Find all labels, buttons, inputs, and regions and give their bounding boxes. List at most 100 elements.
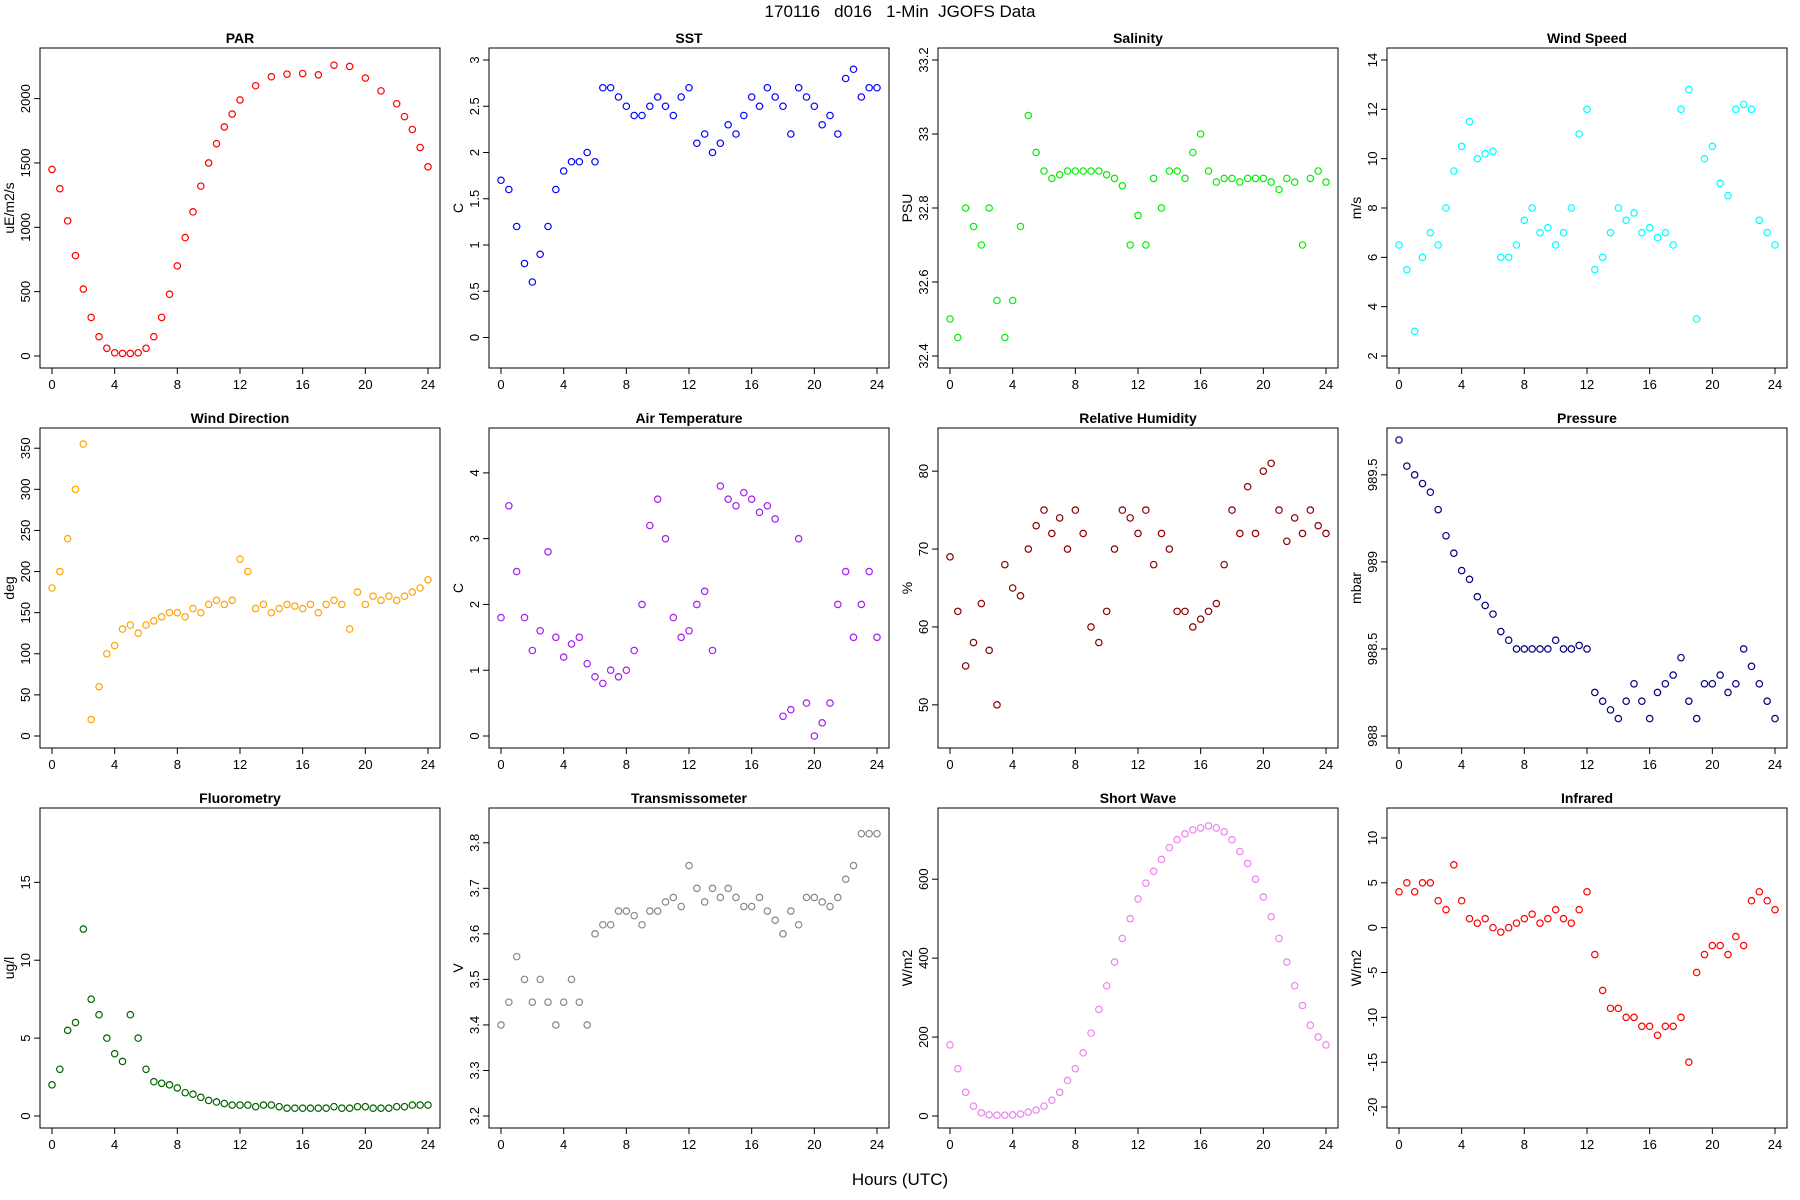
data-point — [1283, 958, 1291, 966]
data-point — [244, 1101, 252, 1109]
data-point — [1457, 142, 1466, 151]
x-axis-title: Hours (UTC) — [851, 1170, 949, 1189]
y-tick-label: 250 — [18, 520, 33, 542]
data-point — [1410, 887, 1419, 896]
data-point — [1181, 830, 1189, 838]
data-point — [1638, 1022, 1646, 1031]
data-point — [377, 1104, 385, 1113]
data-point — [677, 93, 685, 101]
data-point — [204, 159, 213, 167]
data-point — [1087, 623, 1095, 631]
data-point — [1591, 950, 1599, 959]
y-tick-label: 32.4 — [916, 343, 931, 368]
data-point — [251, 604, 260, 613]
panel-frame — [937, 47, 1339, 369]
data-point — [267, 72, 276, 81]
data-point — [220, 600, 229, 609]
data-point — [1677, 653, 1685, 662]
data-point — [1708, 679, 1717, 688]
data-point — [1724, 688, 1732, 697]
x-tick-label: 0 — [1395, 757, 1402, 772]
data-point — [87, 995, 95, 1003]
data-point — [1102, 981, 1111, 990]
y-axis-label: m/s — [1348, 197, 1364, 220]
data-point — [1747, 662, 1756, 671]
data-point — [794, 83, 803, 92]
data-point — [1189, 826, 1197, 834]
data-point — [79, 925, 88, 933]
y-axis-label: uE/m2/s — [1, 182, 17, 233]
data-point — [969, 638, 978, 647]
data-point — [708, 884, 717, 893]
data-point — [1692, 714, 1701, 723]
data-point — [126, 349, 135, 358]
panel-title: Wind Speed — [1547, 30, 1627, 46]
data-point — [544, 998, 552, 1006]
data-point — [1306, 1021, 1315, 1030]
data-point — [424, 575, 432, 584]
data-point — [314, 1104, 323, 1113]
data-point — [552, 633, 560, 642]
x-tick-label: 16 — [1193, 377, 1207, 392]
data-point — [1290, 178, 1299, 186]
data-point — [1024, 1108, 1033, 1116]
data-point — [849, 861, 858, 870]
y-tick-label: 5 — [1365, 879, 1380, 886]
data-point — [653, 93, 662, 101]
data-point — [865, 83, 873, 92]
data-point — [71, 251, 80, 260]
data-point — [1473, 154, 1482, 163]
data-point — [1497, 253, 1505, 262]
data-point — [497, 613, 505, 622]
x-tick-label: 20 — [807, 1137, 821, 1152]
y-tick-label: 3.8 — [467, 834, 482, 852]
data-point — [638, 111, 646, 120]
data-point — [1661, 679, 1670, 688]
data-point — [1583, 105, 1591, 114]
data-point — [275, 1102, 283, 1111]
data-point — [1079, 167, 1087, 175]
data-point — [1559, 914, 1568, 923]
data-point — [71, 485, 80, 494]
data-point — [424, 1101, 432, 1109]
data-point — [1638, 228, 1646, 237]
data-point — [1489, 610, 1497, 618]
x-tick-label: 20 — [1705, 1137, 1719, 1152]
data-point — [1528, 645, 1536, 653]
data-point — [1465, 575, 1474, 584]
data-point — [361, 600, 370, 609]
data-point — [591, 672, 599, 681]
x-tick-label: 20 — [1256, 1137, 1270, 1152]
data-point — [1001, 1111, 1009, 1120]
y-tick-label: 988 — [1365, 725, 1380, 747]
data-point — [1395, 887, 1403, 896]
data-point — [1645, 223, 1654, 232]
data-point — [985, 1111, 993, 1119]
figure-title: 170116 d016 1-Min JGOFS Data — [764, 2, 1036, 21]
data-point — [1259, 467, 1268, 475]
y-tick-label: 3.2 — [467, 1107, 482, 1125]
data-point — [353, 1102, 362, 1111]
x-tick-label: 24 — [870, 1137, 884, 1152]
data-point — [361, 1102, 370, 1111]
data-point — [1110, 958, 1119, 966]
data-point — [189, 208, 197, 216]
data-point — [1739, 645, 1748, 653]
data-point — [63, 1026, 72, 1035]
data-point — [1118, 182, 1127, 190]
data-point — [993, 701, 1001, 709]
data-point — [1771, 241, 1779, 249]
data-point — [1251, 529, 1260, 538]
data-point — [1032, 1106, 1040, 1114]
data-point — [1763, 896, 1771, 905]
data-point — [1165, 167, 1174, 175]
data-point — [1095, 167, 1103, 175]
x-tick-label: 4 — [1009, 377, 1016, 392]
x-tick-label: 4 — [1458, 1137, 1465, 1152]
x-tick-label: 8 — [174, 1137, 181, 1152]
data-point — [755, 508, 764, 517]
data-point — [1410, 327, 1419, 336]
y-tick-label: 600 — [916, 868, 931, 890]
data-point — [197, 608, 205, 617]
data-point — [1283, 174, 1291, 183]
